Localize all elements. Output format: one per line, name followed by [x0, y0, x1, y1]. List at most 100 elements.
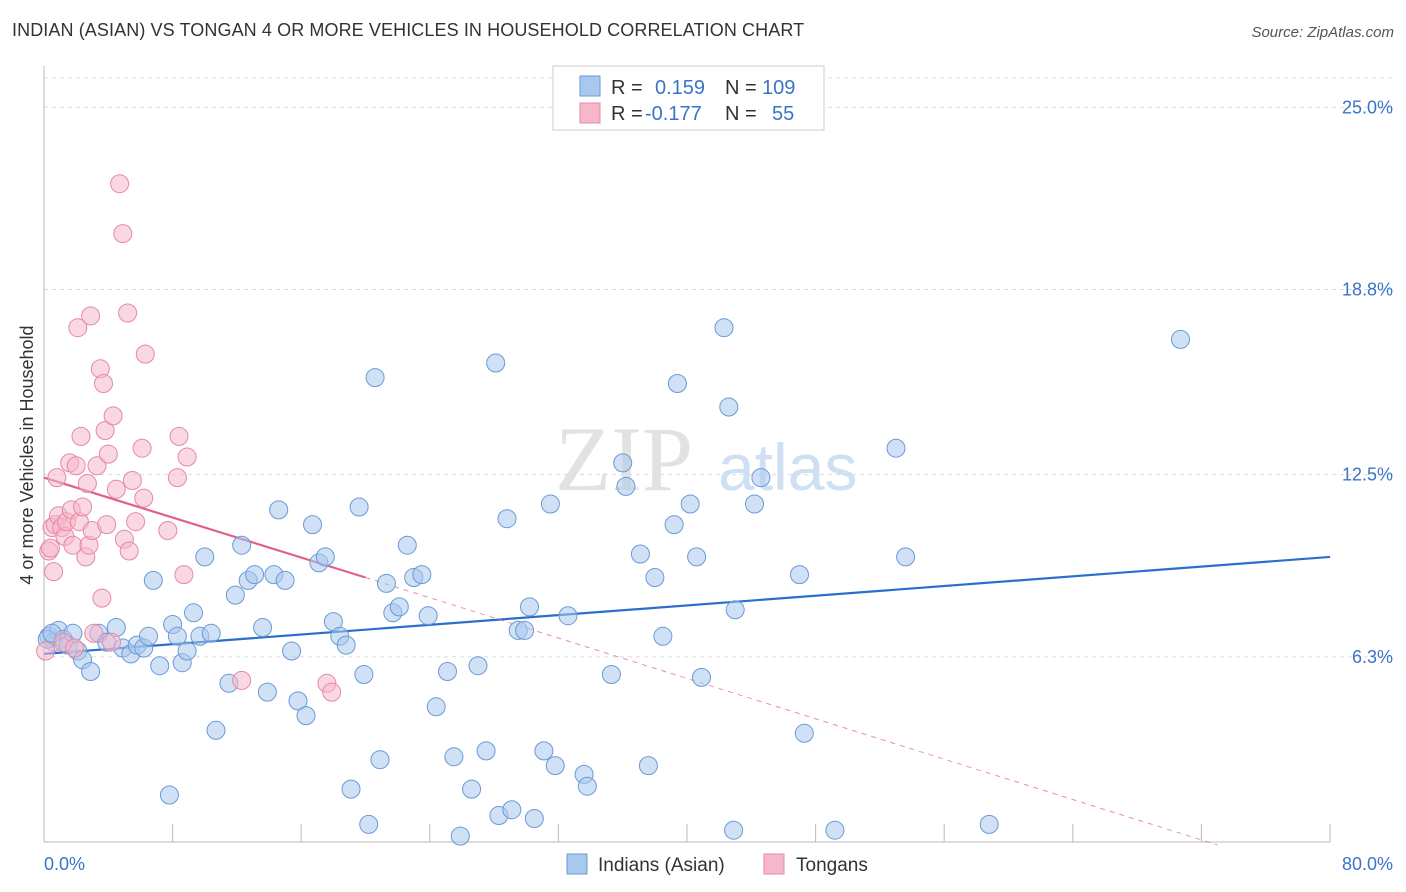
point-indians: [502, 800, 522, 820]
axes: [43, 66, 1331, 843]
legend-n-label-1: N =: [725, 77, 757, 99]
point-indians: [825, 820, 845, 840]
point-tongans: [102, 632, 121, 652]
point-indians: [438, 662, 457, 681]
point-indians: [601, 665, 621, 684]
bottom-legend-swatch-indians: [566, 853, 588, 875]
point-indians: [245, 565, 265, 585]
point-indians: [370, 750, 390, 770]
point-indians: [545, 756, 565, 776]
source-label: Source: ZipAtlas.com: [1251, 24, 1394, 41]
point-tongans: [134, 488, 154, 508]
point-indians: [664, 515, 684, 535]
point-indians: [81, 662, 101, 681]
bottom-legend-label-tongans: Tongans: [796, 855, 868, 876]
point-tongans: [135, 344, 155, 364]
legend-n-label-2: N =: [725, 103, 757, 125]
legend-n-value-2: 55: [772, 103, 794, 125]
y-tick-label: 6.3%: [1352, 647, 1393, 667]
point-tongans: [87, 456, 107, 476]
legend-swatch-blue: [579, 75, 601, 97]
legend-r-value-2: -0.177: [645, 103, 702, 125]
legend-n-value-1: 109: [762, 77, 795, 99]
point-indians: [714, 318, 734, 338]
point-tongans: [158, 521, 178, 540]
point-indians: [613, 453, 633, 473]
point-tongans: [81, 306, 101, 326]
point-indians: [296, 706, 316, 726]
point-indians: [365, 368, 385, 388]
point-indians: [159, 785, 179, 805]
point-indians: [412, 565, 432, 585]
point-indians: [616, 476, 636, 496]
point-tongans: [110, 174, 130, 194]
point-tongans: [322, 682, 342, 702]
point-indians: [534, 741, 554, 761]
legend-r-label-1: R =: [611, 77, 643, 99]
point-indians: [790, 565, 809, 585]
point-indians: [577, 776, 597, 796]
point-indians: [476, 741, 496, 761]
point-indians: [794, 723, 814, 743]
point-indians: [426, 697, 446, 717]
point-indians: [225, 585, 245, 605]
point-indians: [418, 606, 438, 626]
point-indians: [653, 626, 673, 646]
point-indians: [667, 374, 687, 393]
point-indians: [376, 573, 396, 593]
point-tongans: [118, 303, 138, 323]
bottom-legend-label-indians: Indians (Asian): [598, 855, 725, 876]
point-indians: [687, 547, 707, 567]
data-points: [36, 174, 1190, 846]
stats-legend: R = 0.159 N = 109 R = -0.177 N = 55: [552, 65, 825, 131]
point-indians: [389, 597, 409, 617]
point-tongans: [98, 444, 118, 464]
point-indians: [359, 814, 379, 834]
trend-line-indians: [43, 555, 1331, 656]
point-tongans: [119, 541, 139, 561]
legend-swatch-pink: [579, 102, 601, 124]
chart-title: INDIAN (ASIAN) VS TONGAN 4 OR MORE VEHIC…: [12, 20, 805, 40]
y-tick-label: 12.5%: [1342, 465, 1393, 485]
point-indians: [486, 353, 506, 373]
point-indians: [724, 820, 744, 840]
point-tongans: [73, 497, 93, 517]
point-indians: [195, 547, 215, 567]
point-indians: [315, 547, 335, 567]
point-indians: [349, 497, 369, 517]
point-indians: [275, 570, 295, 590]
point-indians: [177, 641, 197, 661]
point-tongans: [66, 456, 86, 476]
x-tick-label: 0.0%: [44, 854, 85, 874]
point-indians: [497, 509, 517, 529]
point-indians: [524, 809, 544, 828]
point-indians: [288, 691, 308, 711]
point-indians: [450, 826, 470, 846]
point-tongans: [177, 447, 197, 467]
point-tongans: [126, 512, 146, 532]
point-indians: [468, 656, 488, 676]
point-tongans: [122, 471, 142, 490]
point-tongans: [47, 468, 67, 488]
point-tongans: [68, 318, 88, 338]
y-tick-label: 25.0%: [1342, 97, 1393, 117]
trend-line-tongans-extension: [365, 577, 1218, 846]
legend-r-value-1: 0.159: [655, 77, 705, 99]
point-tongans: [92, 588, 112, 608]
point-indians: [520, 597, 539, 617]
point-indians: [201, 623, 221, 643]
point-tongans: [94, 374, 113, 393]
point-indians: [896, 547, 916, 567]
point-indians: [232, 535, 252, 555]
point-tongans: [36, 641, 56, 661]
point-tongans: [97, 515, 117, 535]
point-indians: [397, 535, 417, 555]
point-indians: [630, 544, 650, 564]
point-tongans: [95, 421, 115, 440]
point-indians: [184, 603, 203, 623]
y-axis-title: 4 or more Vehicles in Household: [17, 325, 37, 584]
point-indians: [139, 626, 158, 646]
point-indians: [336, 635, 356, 655]
point-tongans: [174, 565, 194, 585]
